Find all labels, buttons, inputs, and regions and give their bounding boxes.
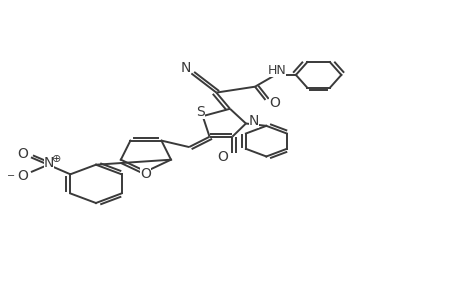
Text: O: O: [216, 150, 227, 164]
Text: ⊕: ⊕: [51, 154, 61, 164]
Text: O: O: [17, 147, 28, 161]
Text: S: S: [196, 105, 204, 119]
Text: O: O: [140, 167, 151, 181]
Text: O: O: [269, 96, 280, 110]
Text: N: N: [248, 114, 259, 128]
Text: HN: HN: [267, 64, 285, 77]
Text: N: N: [44, 156, 54, 170]
Text: −: −: [7, 171, 16, 181]
Text: N: N: [180, 61, 190, 75]
Text: O: O: [17, 169, 28, 183]
